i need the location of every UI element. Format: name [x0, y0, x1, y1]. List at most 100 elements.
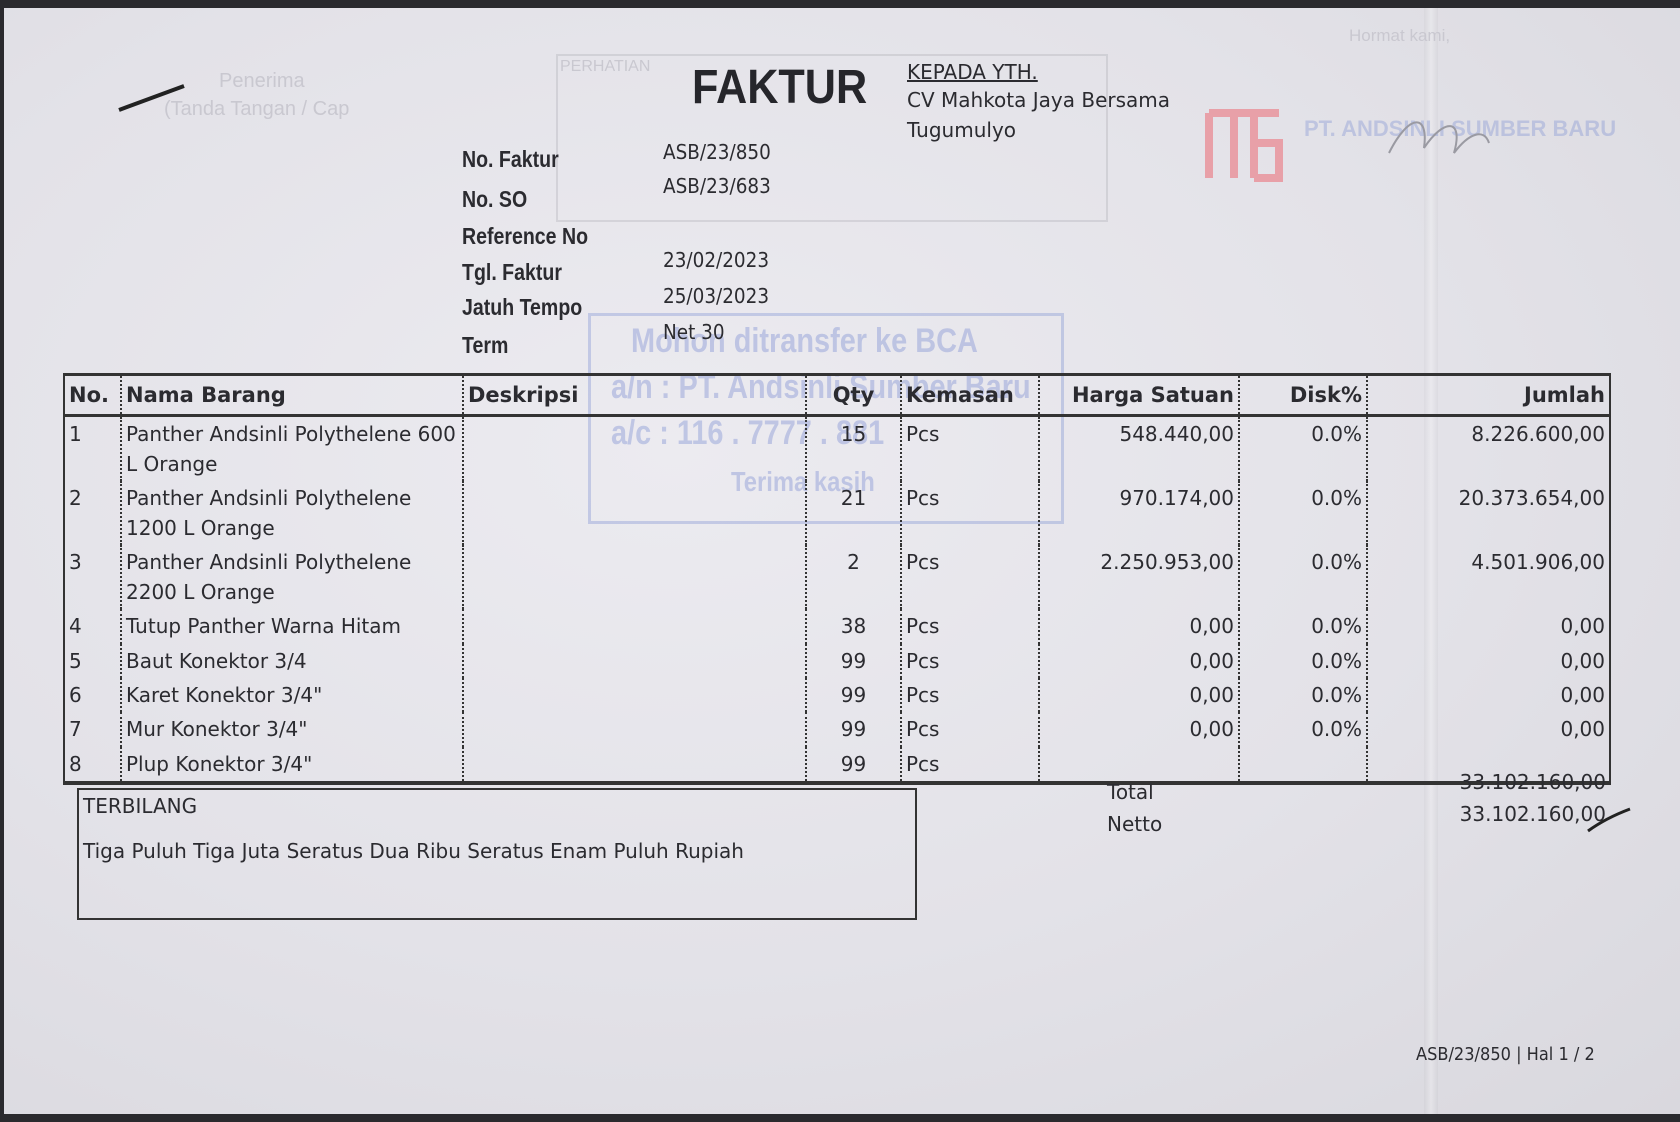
cell-unit: Pcs — [900, 678, 1039, 712]
cell-name: Karet Konektor 3/4" — [120, 678, 463, 712]
meta-label-due-date: Jatuh Tempo — [462, 294, 583, 320]
cell-price: 970.174,00 — [1038, 481, 1239, 545]
cell-disc — [1238, 747, 1367, 785]
cell-desc — [462, 609, 806, 644]
netto-label: Netto — [1107, 812, 1163, 836]
table-row: 8 Plup Konektor 3/4" 99 Pcs — [63, 747, 1611, 785]
header-name: Nama Barang — [120, 373, 463, 417]
document-title: FAKTUR — [692, 61, 868, 114]
show-through-notice: PERHATIAN — [560, 58, 651, 75]
total-label: Total — [1107, 780, 1154, 804]
cell-no: 8 — [63, 747, 121, 785]
table-row: 5 Baut Konektor 3/4 99 Pcs 0,00 0.0% 0,00 — [63, 644, 1611, 678]
cell-desc — [462, 747, 806, 785]
cell-name: Tutup Panther Warna Hitam — [120, 609, 463, 644]
notice-box — [556, 54, 1108, 222]
cell-price: 0,00 — [1038, 609, 1239, 644]
cell-amount: 0,00 — [1366, 609, 1611, 644]
cell-qty: 2 — [805, 545, 901, 609]
cell-desc — [462, 644, 806, 678]
amount-in-words-box: TERBILANG Tiga Puluh Tiga Juta Seratus D… — [77, 788, 917, 920]
cell-no: 1 — [63, 415, 121, 481]
cell-price: 0,00 — [1038, 644, 1239, 678]
meta-value-invoice-no: ASB/23/850 — [663, 140, 771, 164]
cell-unit: Pcs — [900, 644, 1039, 678]
cell-no: 6 — [63, 678, 121, 712]
table-row: 1 Panther Andsinli Polythelene 600 L Oran… — [63, 415, 1611, 481]
amount-in-words-text: Tiga Puluh Tiga Juta Seratus Dua Ribu Se… — [83, 839, 744, 863]
cell-name: Panther Andsinli Polythelene 2200 L Oran… — [120, 545, 463, 609]
cell-price: 0,00 — [1038, 712, 1239, 747]
cell-desc — [462, 545, 806, 609]
company-stamp-text: PT. ANDSINLI SUMBER BARU — [1304, 116, 1617, 141]
meta-value-invoice-date: 23/02/2023 — [663, 248, 770, 272]
signature-mark — [1388, 121, 1490, 154]
stamp-line-1: Mohon ditransfer ke BCA — [631, 322, 978, 360]
header-description: Deskripsi — [462, 373, 806, 417]
cell-price: 2.250.953,00 — [1038, 545, 1239, 609]
cell-qty: 15 — [805, 415, 901, 481]
meta-label-invoice-no: No. Faktur — [462, 146, 559, 172]
cell-name: Plup Konektor 3/4" — [120, 747, 463, 785]
cell-no: 3 — [63, 545, 121, 609]
cell-amount: 0,00 — [1366, 644, 1611, 678]
recipient-name: CV Mahkota Jaya Bersama — [907, 88, 1171, 112]
cell-price: 0,00 — [1038, 678, 1239, 712]
header-amount: Jumlah — [1366, 373, 1611, 417]
show-through-receiver: Penerima — [219, 70, 305, 92]
show-through-receiver-sign: (Tanda Tangan / Cap — [164, 98, 350, 120]
cell-amount: 20.373.654,00 — [1366, 481, 1611, 545]
cell-no: 5 — [63, 644, 121, 678]
check-mark — [1587, 807, 1631, 833]
cell-qty: 21 — [805, 481, 901, 545]
cell-disc: 0.0% — [1238, 481, 1367, 545]
meta-value-term: Net 30 — [663, 320, 725, 344]
cell-qty: 99 — [805, 678, 901, 712]
company-logo-icon — [1205, 109, 1283, 182]
cell-disc: 0.0% — [1238, 712, 1367, 747]
table-row: 4 Tutup Panther Warna Hitam 38 Pcs 0,00 0.0% 0… — [63, 609, 1611, 644]
recipient-heading: KEPADA YTH. — [907, 60, 1038, 84]
cell-qty: 99 — [805, 712, 901, 747]
cell-disc: 0.0% — [1238, 415, 1367, 481]
cell-no: 2 — [63, 481, 121, 545]
cell-desc — [462, 481, 806, 545]
meta-label-term: Term — [462, 332, 509, 358]
pen-mark — [118, 84, 185, 112]
cell-name: Panther Andsinli Polythelene 1200 L Oran… — [120, 481, 463, 545]
table-row: 2 Panther Andsinli Polythelene 1200 L Ora… — [63, 481, 1611, 545]
cell-name: Panther Andsinli Polythelene 600 L Orang… — [120, 415, 463, 481]
recipient-city: Tugumulyo — [907, 118, 1017, 142]
show-through-regards: Hormat kami, — [1349, 26, 1451, 45]
meta-value-due-date: 25/03/2023 — [663, 284, 770, 308]
amount-in-words-heading: TERBILANG — [83, 794, 198, 818]
cell-disc: 0.0% — [1238, 545, 1367, 609]
page-footer: ASB/23/850 | Hal 1 / 2 — [1416, 1044, 1595, 1065]
cell-disc: 0.0% — [1238, 644, 1367, 678]
cell-amount: 0,00 — [1366, 712, 1611, 747]
header-no: No. — [63, 373, 121, 417]
cell-desc — [462, 415, 806, 481]
cell-qty: 99 — [805, 644, 901, 678]
header-qty: Qty — [805, 373, 901, 417]
cell-amount: 4.501.906,00 — [1366, 545, 1611, 609]
table-row: 7 Mur Konektor 3/4" 99 Pcs 0,00 0.0% 0,00 — [63, 712, 1611, 747]
meta-label-reference: Reference No — [462, 223, 589, 249]
cell-amount: 8.226.600,00 — [1366, 415, 1611, 481]
cell-qty: 99 — [805, 747, 901, 785]
netto-value: 33.102.160,00 — [1459, 802, 1606, 826]
cell-unit: Pcs — [900, 609, 1039, 644]
items-table: No. Nama Barang Deskripsi Qty Kemasan Ha… — [63, 373, 1611, 785]
cell-name: Baut Konektor 3/4 — [120, 644, 463, 678]
cell-unit: Pcs — [900, 712, 1039, 747]
cell-unit: Pcs — [900, 747, 1039, 785]
cell-disc: 0.0% — [1238, 609, 1367, 644]
cell-disc: 0.0% — [1238, 678, 1367, 712]
cell-unit: Pcs — [900, 481, 1039, 545]
table-header-row: No. Nama Barang Deskripsi Qty Kemasan Ha… — [63, 373, 1611, 417]
invoice-sheet: Penerima (Tanda Tangan / Cap Hormat kami… — [4, 8, 1680, 1114]
cell-price — [1038, 747, 1239, 785]
header-packaging: Kemasan — [900, 373, 1039, 417]
cell-desc — [462, 678, 806, 712]
meta-label-so-no: No. SO — [462, 186, 528, 212]
